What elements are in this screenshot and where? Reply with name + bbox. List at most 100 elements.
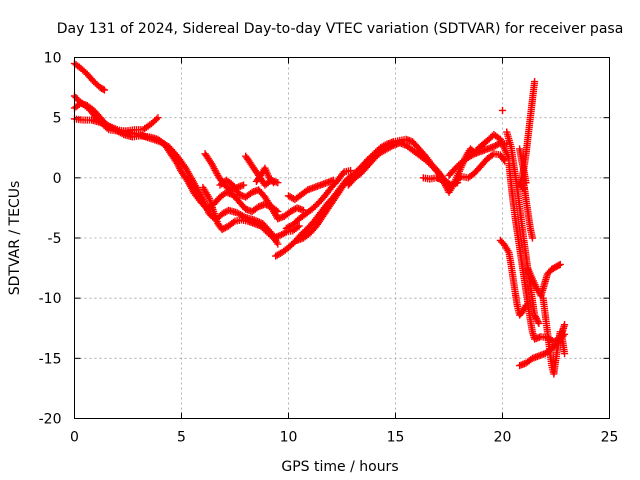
data-point <box>518 307 527 317</box>
data-point <box>548 339 561 353</box>
data-point <box>383 142 396 153</box>
data-point <box>466 145 477 155</box>
data-point <box>357 163 370 177</box>
data-point <box>224 218 237 230</box>
y-tick-label: 5 <box>53 111 62 127</box>
data-point <box>496 139 511 148</box>
data-point <box>522 132 532 156</box>
data-point <box>524 210 534 230</box>
data-point <box>263 228 276 241</box>
data-point <box>531 311 543 328</box>
data-point <box>291 192 304 204</box>
data-point <box>370 150 383 163</box>
data-point <box>96 83 109 94</box>
data-point <box>409 146 422 158</box>
data-point <box>479 138 490 148</box>
y-tick-label: -5 <box>48 231 62 247</box>
series-track-19 <box>503 128 543 328</box>
series-track-13 <box>282 167 355 232</box>
data-point <box>376 146 389 157</box>
series-track-27 <box>516 321 569 370</box>
data-point <box>229 191 242 205</box>
data-point <box>231 216 243 225</box>
data-point <box>293 204 308 214</box>
data-point <box>526 224 537 242</box>
data-point <box>376 141 389 152</box>
data-point <box>308 201 321 213</box>
data-point <box>554 330 566 346</box>
data-point <box>421 156 434 168</box>
series-track-1 <box>70 59 109 94</box>
data-point <box>351 164 364 177</box>
data-point <box>338 177 351 192</box>
data-point <box>445 166 458 180</box>
data-point <box>282 227 295 236</box>
data-point <box>242 189 255 201</box>
data-point <box>77 64 90 77</box>
data-point <box>289 222 303 235</box>
data-point <box>242 152 255 168</box>
data-point <box>282 222 295 232</box>
data-point <box>509 275 519 295</box>
data-point <box>173 152 189 171</box>
data-point <box>501 241 512 255</box>
data-point <box>276 229 289 240</box>
data-point <box>477 156 490 170</box>
data-point <box>297 187 310 199</box>
data-point <box>147 114 162 128</box>
data-point <box>415 151 428 163</box>
chart-title: Day 131 of 2024, Sidereal Day-to-day VTE… <box>57 21 624 37</box>
data-point <box>83 102 96 113</box>
data-point <box>490 140 503 151</box>
data-point <box>511 289 521 309</box>
data-point <box>451 160 464 172</box>
data-point <box>177 168 191 184</box>
data-point <box>548 264 559 273</box>
data-point <box>167 150 180 166</box>
data-point <box>426 174 438 183</box>
x-axis-label: GPS time / hours <box>281 459 398 475</box>
y-tick-label: -10 <box>39 291 62 307</box>
tick-labels: 0 5 10 15 20 25 -20 -15 -10 -5 0 5 10 <box>39 51 619 446</box>
data-point <box>229 181 242 197</box>
data-point <box>464 151 477 161</box>
y-axis-label: SDTVAR / TECUs <box>7 181 23 296</box>
data-point <box>445 183 456 196</box>
data-point <box>96 118 111 129</box>
data-point <box>233 181 248 192</box>
data-point <box>351 170 364 182</box>
x-tick-label: 10 <box>280 430 298 446</box>
data-point <box>314 193 328 207</box>
data-point <box>552 260 564 271</box>
series-track-24 <box>520 180 537 242</box>
data-point <box>222 176 235 188</box>
data-point <box>254 186 268 200</box>
x-tick-label: 15 <box>387 430 405 446</box>
series-track-12 <box>284 176 338 204</box>
data-point <box>496 151 509 165</box>
data-point <box>252 173 264 186</box>
x-tick-label: 20 <box>494 430 512 446</box>
data-point <box>310 210 323 225</box>
data-point <box>319 204 332 220</box>
data-point <box>344 175 358 189</box>
x-tick-label: 5 <box>177 430 186 446</box>
series-track-18 <box>498 106 507 115</box>
data-point <box>265 174 278 187</box>
series-track-16 <box>445 139 511 180</box>
data-point <box>139 121 154 134</box>
data-point <box>526 96 537 120</box>
data-point <box>529 77 539 102</box>
data-point <box>156 138 171 150</box>
data-point <box>419 174 432 183</box>
data-point <box>364 156 377 170</box>
data-point <box>257 222 270 235</box>
data-point <box>558 321 569 336</box>
data-point <box>507 260 517 281</box>
data-point <box>490 150 502 159</box>
data-point <box>436 175 447 186</box>
data-point <box>409 138 422 152</box>
data-point <box>261 164 272 180</box>
data-point <box>357 157 370 171</box>
